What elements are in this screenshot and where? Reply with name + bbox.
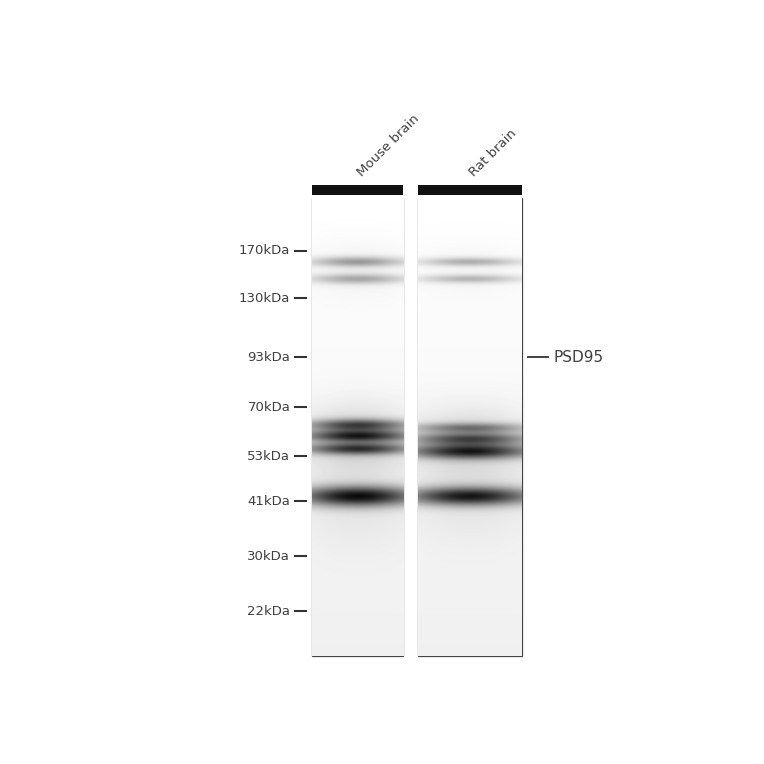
Text: 53kDa: 53kDa — [248, 450, 290, 463]
Bar — [418, 198, 522, 656]
Text: 93kDa: 93kDa — [248, 351, 290, 364]
Text: 30kDa: 30kDa — [248, 550, 290, 563]
Text: 41kDa: 41kDa — [248, 495, 290, 508]
Text: Mouse brain: Mouse brain — [354, 112, 422, 179]
Text: 170kDa: 170kDa — [239, 244, 290, 257]
Text: PSD95: PSD95 — [553, 350, 604, 364]
Bar — [418, 185, 522, 196]
Text: 22kDa: 22kDa — [248, 604, 290, 617]
Bar — [312, 198, 403, 656]
Text: 70kDa: 70kDa — [248, 400, 290, 413]
Bar — [312, 185, 403, 196]
Text: 130kDa: 130kDa — [239, 292, 290, 305]
Text: Rat brain: Rat brain — [467, 127, 520, 179]
